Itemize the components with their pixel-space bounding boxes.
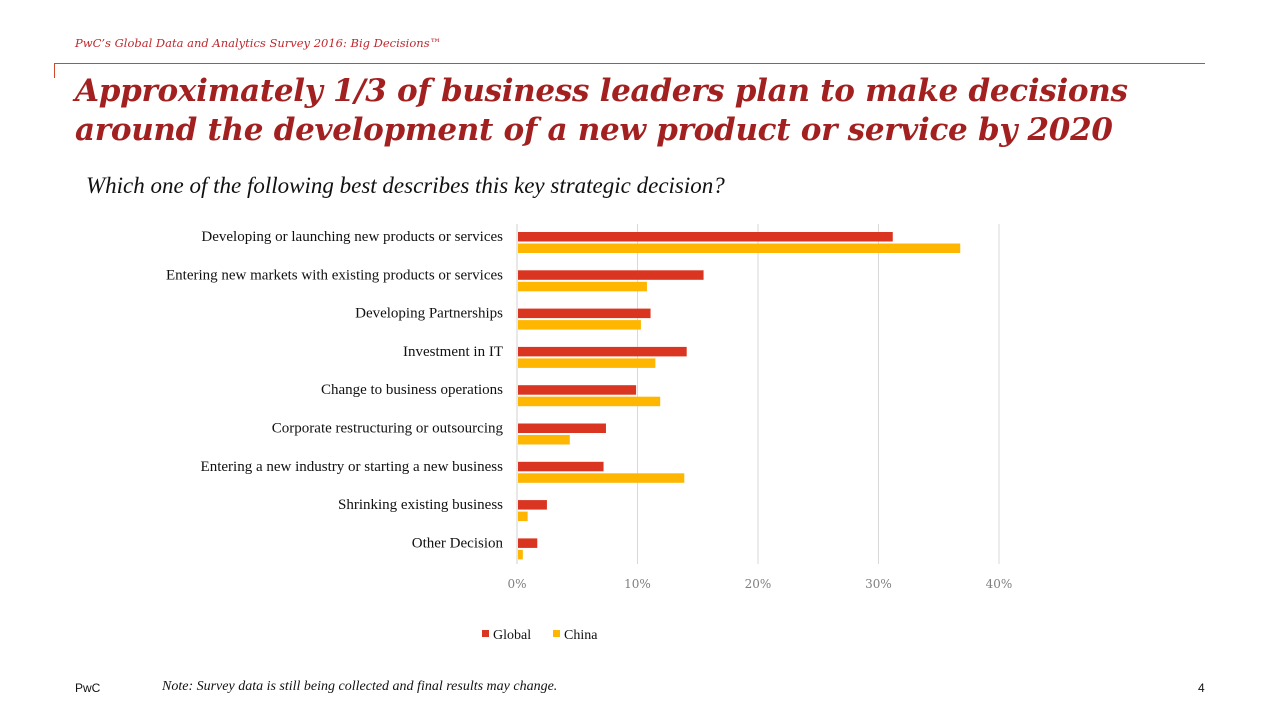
bar-china <box>518 320 641 330</box>
category-label: Developing or launching new products or … <box>201 229 503 245</box>
category-label: Developing Partnerships <box>355 306 503 322</box>
bar-global <box>518 232 893 242</box>
x-tick-label: 20% <box>745 577 772 591</box>
bar-china <box>518 511 528 522</box>
footer-brand: PwC <box>75 681 101 695</box>
bar-global <box>518 308 651 319</box>
page-number: 4 <box>1198 681 1205 695</box>
x-tick-label: 10% <box>624 577 651 591</box>
bar-china <box>518 358 656 368</box>
footer-note: Note: Survey data is still being collect… <box>162 679 558 694</box>
category-label: Change to business operations <box>321 382 503 398</box>
header-divider-tick <box>54 63 55 78</box>
bar-global <box>518 538 538 548</box>
x-tick-label: 30% <box>865 577 892 591</box>
legend-label-global: Global <box>493 628 531 643</box>
bar-global <box>518 461 604 472</box>
bar-global <box>518 385 637 395</box>
bar-china <box>518 549 523 560</box>
x-tick-label: 0% <box>507 577 526 591</box>
category-label: Shrinking existing business <box>338 497 503 513</box>
category-label: Entering a new industry or starting a ne… <box>201 459 504 475</box>
bar-global <box>518 500 547 510</box>
legend-swatch-china <box>553 630 560 637</box>
category-label: Other Decision <box>412 535 504 551</box>
bar-china <box>518 435 570 445</box>
chart-question: Which one of the following best describe… <box>86 173 725 198</box>
legend-label-china: China <box>564 628 598 643</box>
bar-china <box>518 473 685 483</box>
bar-global <box>518 346 687 357</box>
bar-china <box>518 243 961 253</box>
category-label: Investment in IT <box>403 344 503 360</box>
bar-chart: 0% 10% 20% 30% 40% Developing or launching ne… <box>166 224 1013 643</box>
bar-global <box>518 270 704 280</box>
x-tick-label: 40% <box>986 577 1013 591</box>
survey-source-label: PwC’s Global Data and Analytics Survey 2… <box>75 36 442 50</box>
legend-swatch-global <box>482 630 489 637</box>
bar-global <box>518 423 606 433</box>
header-divider <box>54 63 1205 64</box>
bar-china <box>518 281 647 292</box>
category-label: Entering new markets with existing produ… <box>166 267 503 283</box>
category-label: Corporate restructuring or outsourcing <box>272 421 504 437</box>
bar-china <box>518 396 661 407</box>
slide-title: Approximately 1/3 of business leaders pl… <box>75 73 1128 148</box>
